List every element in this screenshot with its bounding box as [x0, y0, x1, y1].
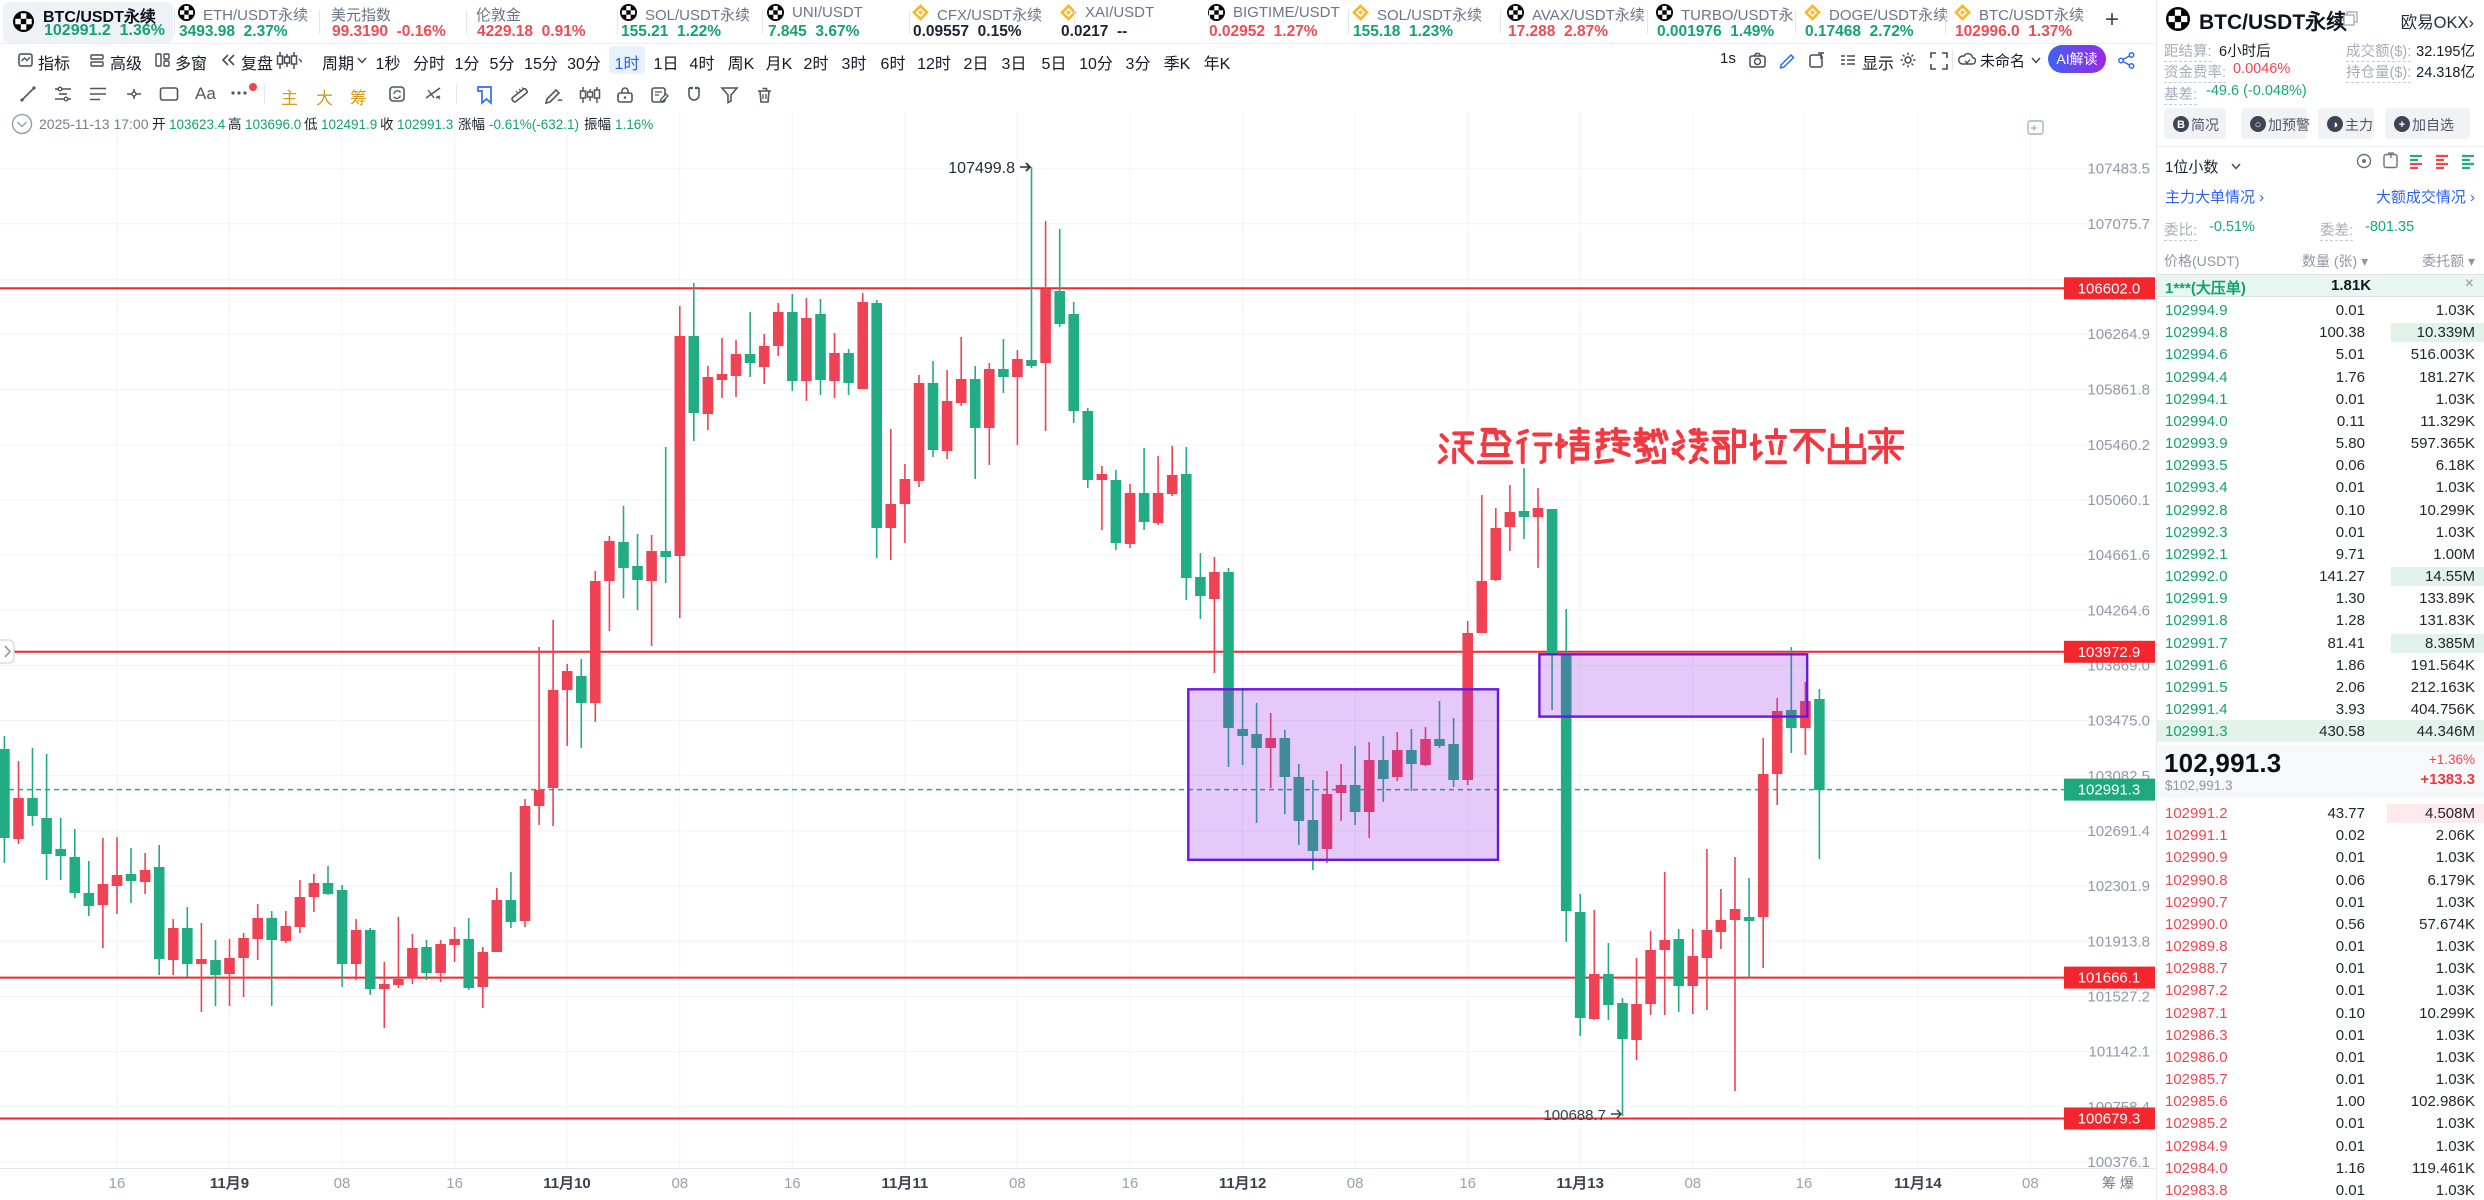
svg-text:筹 爆: 筹 爆 — [2102, 1175, 2134, 1191]
svg-text:107075.7: 107075.7 — [2087, 216, 2150, 233]
svg-text:振幅: 振幅 — [584, 117, 611, 132]
svg-text:102491.9: 102491.9 — [321, 117, 377, 132]
svg-text:16: 16 — [446, 1175, 463, 1192]
svg-text:103696.0: 103696.0 — [245, 117, 301, 132]
svg-text:103972.9: 103972.9 — [2078, 644, 2141, 661]
svg-text:○: ○ — [2255, 119, 2262, 131]
svg-text:B: B — [2177, 119, 2185, 131]
svg-text:107483.5: 107483.5 — [2087, 161, 2150, 178]
svg-text:11月14: 11月14 — [1894, 1175, 1942, 1192]
svg-text:101666.1: 101666.1 — [2078, 970, 2141, 987]
svg-text:11月12: 11月12 — [1219, 1175, 1267, 1192]
svg-text:16: 16 — [109, 1175, 126, 1192]
svg-text:16: 16 — [784, 1175, 801, 1192]
svg-text:11月13: 11月13 — [1556, 1175, 1604, 1192]
svg-text:102991.3: 102991.3 — [2078, 782, 2141, 799]
svg-text:100376.1: 100376.1 — [2087, 1154, 2150, 1171]
svg-text:105861.8: 105861.8 — [2087, 382, 2150, 399]
svg-text:100679.3: 100679.3 — [2078, 1111, 2141, 1128]
svg-text:08: 08 — [1347, 1175, 1364, 1192]
svg-text:103623.4: 103623.4 — [169, 117, 226, 132]
svg-text:08: 08 — [2022, 1175, 2039, 1192]
svg-text:11月9: 11月9 — [210, 1175, 249, 1192]
svg-text:08: 08 — [1684, 1175, 1701, 1192]
svg-text:104661.6: 104661.6 — [2087, 547, 2150, 564]
svg-text:106602.0: 106602.0 — [2078, 280, 2141, 297]
svg-text:101913.8: 101913.8 — [2087, 933, 2150, 950]
svg-text:104264.6: 104264.6 — [2087, 602, 2150, 619]
svg-text:11月11: 11月11 — [882, 1175, 929, 1192]
svg-text:16: 16 — [1796, 1175, 1813, 1192]
svg-text:102691.4: 102691.4 — [2087, 823, 2150, 840]
svg-text:08: 08 — [671, 1175, 688, 1192]
svg-text:105460.2: 105460.2 — [2087, 437, 2150, 454]
svg-text:102301.9: 102301.9 — [2087, 878, 2150, 895]
svg-text:106264.9: 106264.9 — [2087, 326, 2150, 343]
svg-text:16: 16 — [1459, 1175, 1476, 1192]
svg-text:涨幅: 涨幅 — [458, 117, 485, 132]
svg-text:2025-11-13 17:00: 2025-11-13 17:00 — [39, 116, 149, 132]
svg-text:102991.3: 102991.3 — [397, 117, 453, 132]
svg-text:1.16%: 1.16% — [615, 117, 653, 132]
svg-text:101527.2: 101527.2 — [2087, 989, 2150, 1006]
svg-text:◑: ◑ — [2332, 119, 2339, 131]
svg-text:11月10: 11月10 — [543, 1175, 591, 1192]
svg-text:收: 收 — [380, 117, 394, 132]
svg-text:高: 高 — [228, 116, 242, 132]
svg-text:低: 低 — [304, 117, 318, 132]
svg-text:107499.8: 107499.8 — [948, 160, 1015, 177]
svg-text:+: + — [2399, 119, 2405, 131]
svg-text:101142.1: 101142.1 — [2089, 1044, 2150, 1061]
svg-text:16: 16 — [1122, 1175, 1139, 1192]
svg-text:105060.1: 105060.1 — [2087, 492, 2150, 509]
svg-text:100688.7: 100688.7 — [1543, 1107, 1606, 1124]
svg-text:-0.61%(-632.1): -0.61%(-632.1) — [489, 117, 579, 132]
svg-text:103475.0: 103475.0 — [2087, 713, 2150, 730]
svg-text:08: 08 — [1009, 1175, 1026, 1192]
svg-text:开: 开 — [152, 117, 166, 132]
svg-text:08: 08 — [334, 1175, 351, 1192]
